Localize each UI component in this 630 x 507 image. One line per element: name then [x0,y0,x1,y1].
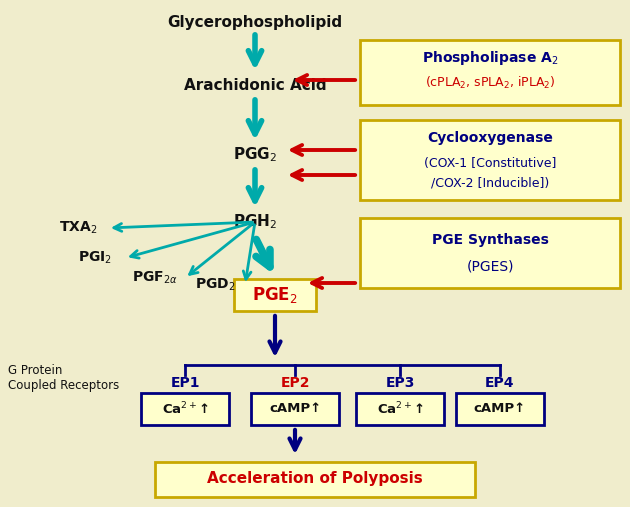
Text: Arachidonic Acid: Arachidonic Acid [184,78,326,92]
Text: cAMP↑: cAMP↑ [269,403,321,416]
FancyBboxPatch shape [251,393,339,425]
FancyBboxPatch shape [155,462,475,497]
Text: cAMP↑: cAMP↑ [474,403,526,416]
Text: Acceleration of Polyposis: Acceleration of Polyposis [207,472,423,487]
Text: (cPLA$_2$, sPLA$_2$, iPLA$_2$): (cPLA$_2$, sPLA$_2$, iPLA$_2$) [425,75,556,91]
Text: Ca$^{2+}$↑: Ca$^{2+}$↑ [161,401,209,417]
Text: (PGES): (PGES) [466,259,513,273]
Text: Cyclooxygenase: Cyclooxygenase [427,131,553,145]
Text: PGF$_{2\alpha}$: PGF$_{2\alpha}$ [132,270,178,286]
Text: EP2: EP2 [280,376,310,390]
Text: G Protein
Coupled Receptors: G Protein Coupled Receptors [8,364,119,392]
Text: PGG$_2$: PGG$_2$ [233,146,277,164]
FancyBboxPatch shape [141,393,229,425]
Text: Ca$^{2+}$↑: Ca$^{2+}$↑ [377,401,423,417]
Text: EP3: EP3 [386,376,415,390]
FancyBboxPatch shape [456,393,544,425]
Text: TXA$_2$: TXA$_2$ [59,220,97,236]
Text: Glycerophospholipid: Glycerophospholipid [168,15,343,29]
FancyBboxPatch shape [360,40,620,105]
Text: PGD$_2$: PGD$_2$ [195,277,235,293]
Text: Phospholipase A$_2$: Phospholipase A$_2$ [421,49,558,67]
FancyBboxPatch shape [356,393,444,425]
Text: PGI$_2$: PGI$_2$ [78,250,112,266]
Text: PGE Synthases: PGE Synthases [432,233,549,247]
Text: PGH$_2$: PGH$_2$ [233,212,277,231]
Text: /COX-2 [Inducible]): /COX-2 [Inducible]) [431,176,549,190]
FancyBboxPatch shape [360,218,620,288]
Text: (COX-1 [Constitutive]: (COX-1 [Constitutive] [424,157,556,169]
FancyBboxPatch shape [234,279,316,311]
Text: EP1: EP1 [170,376,200,390]
FancyBboxPatch shape [360,120,620,200]
Text: PGE$_2$: PGE$_2$ [252,285,298,305]
Text: EP4: EP4 [485,376,515,390]
